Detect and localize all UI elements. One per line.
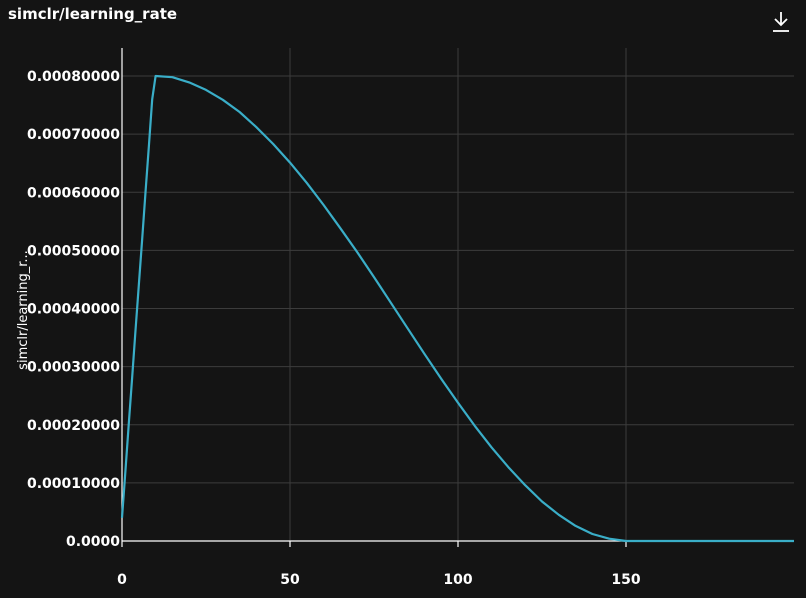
y-tick-label: 0.00070000: [27, 127, 120, 143]
series: [120, 74, 794, 543]
x-tick-label: 150: [611, 572, 640, 588]
series-line: [120, 74, 794, 543]
tick-labels: 0.0000 0.00010000 0.00020000 0.00030000 0.00…: [27, 69, 641, 588]
y-tick-label: 0.00020000: [27, 418, 120, 434]
x-tick-label: 100: [443, 572, 472, 588]
x-tick-label: 0: [117, 572, 127, 588]
grid-lines: [122, 48, 794, 541]
y-tick-label: 0.00030000: [27, 360, 120, 376]
y-tick-label: 0.00010000: [27, 476, 120, 492]
y-tick-label: 0.00060000: [27, 185, 120, 201]
panel-title: simclr/learning_rate: [8, 5, 178, 23]
y-axis-title: simclr/learning_r...: [16, 250, 31, 370]
x-tick-label: 50: [280, 572, 300, 588]
download-icon: [773, 12, 789, 32]
y-tick-label: 0.00040000: [27, 302, 120, 318]
y-tick-label: 0.00080000: [27, 69, 120, 85]
y-tick-label: 0.00050000: [27, 243, 120, 259]
download-button[interactable]: [770, 10, 792, 34]
y-tick-label: 0.0000: [66, 534, 120, 550]
